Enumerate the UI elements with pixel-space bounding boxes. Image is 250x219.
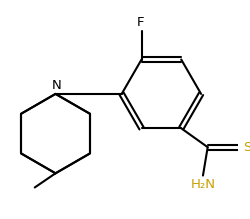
Text: F: F bbox=[136, 16, 144, 29]
Text: N: N bbox=[52, 79, 61, 92]
Text: H₂N: H₂N bbox=[190, 178, 214, 191]
Text: S: S bbox=[243, 141, 250, 154]
